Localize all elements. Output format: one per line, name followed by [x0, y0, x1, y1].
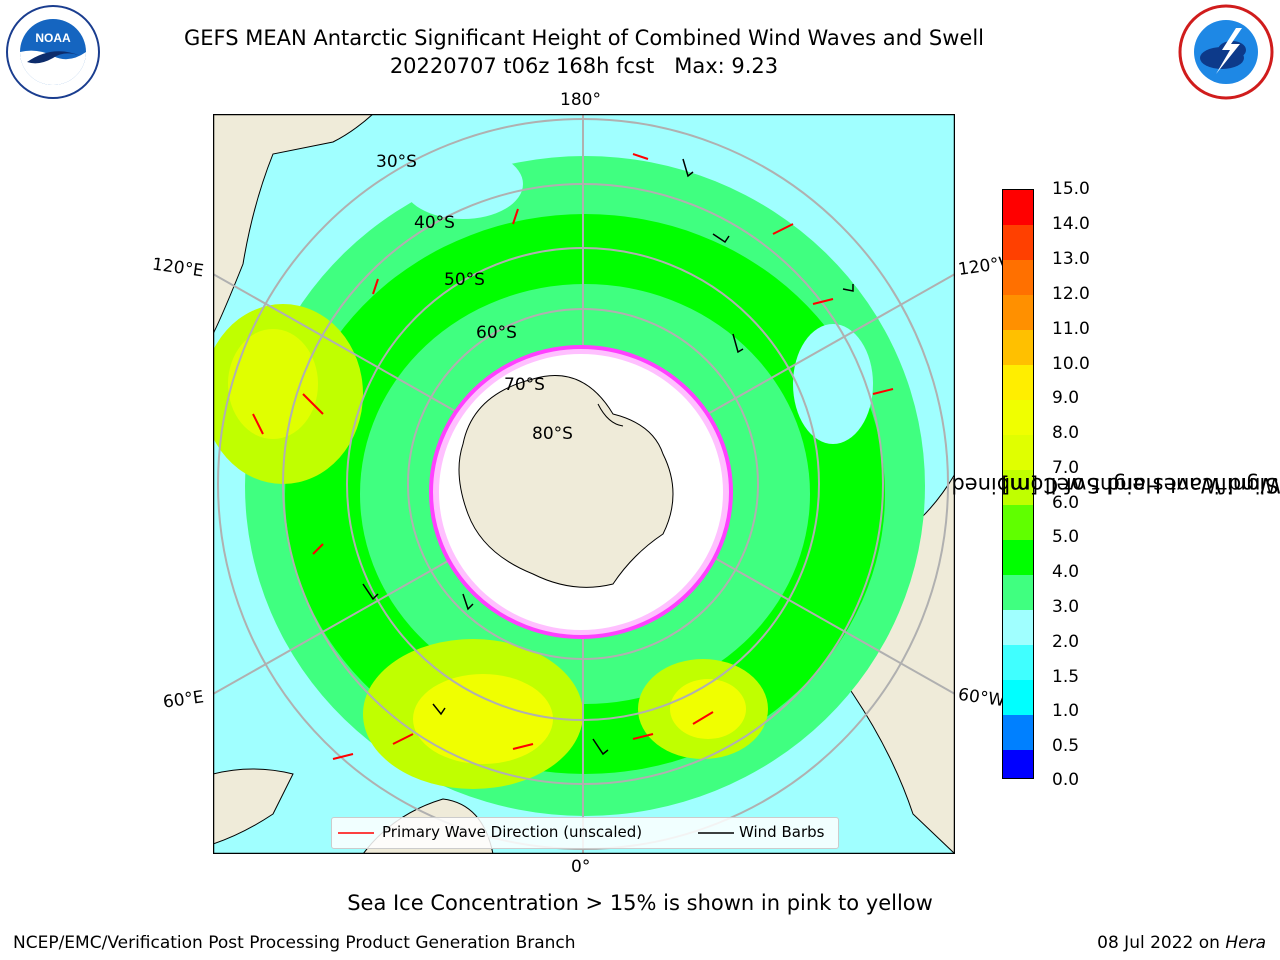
colorbar-tick: 4.0: [1052, 562, 1080, 582]
wind-barb-legend-icon: [698, 832, 734, 834]
wave-direction-arrows: [252, 153, 894, 760]
lat-label-70s: 70°S: [504, 375, 545, 395]
colorbar-tick: 3.0: [1052, 597, 1080, 617]
lat-label-80s: 80°S: [532, 424, 573, 444]
colorbar-tick: 13.0: [1052, 249, 1090, 269]
colorbar-tick: 6.0: [1052, 493, 1080, 513]
lat-label-30s: 30°S: [376, 152, 417, 172]
wave-direction-legend-icon: [338, 832, 374, 834]
footer-date-text: 08 Jul 2022 on: [1097, 933, 1226, 953]
lat-label-40s: 40°S: [414, 213, 455, 233]
sea-ice-note: Sea Ice Concentration > 15% is shown in …: [347, 891, 933, 915]
lat-label-50s: 50°S: [444, 270, 485, 290]
map-title: GEFS MEAN Antarctic Significant Height o…: [183, 26, 985, 50]
lon-label-120e: 120°E: [150, 254, 205, 282]
antarctica-land: [458, 375, 674, 588]
australia-land: [213, 114, 374, 335]
lon-label-0: 0°: [571, 857, 591, 877]
colorbar-tick: 9.0: [1052, 388, 1080, 408]
colorbar-tick: 11.0: [1052, 319, 1090, 339]
colorbar-tick: 10.0: [1052, 354, 1090, 374]
nws-logo: [1178, 4, 1274, 100]
footer-credit: NCEP/EMC/Verification Post Processing Pr…: [13, 933, 576, 953]
noaa-logo: NOAA: [6, 5, 100, 99]
wind-barbs: [362, 158, 854, 756]
legend-wave-direction-label: Primary Wave Direction (unscaled): [382, 823, 643, 841]
colorbar-tick: 1.5: [1052, 667, 1080, 687]
legend: Primary Wave Direction (unscaled) Wind B…: [331, 817, 839, 849]
colorbar-tick: 14.0: [1052, 214, 1090, 234]
colorbar-label-line2: Wind Waves and Swell [m]: [1001, 473, 1280, 497]
svg-text:NOAA: NOAA: [35, 31, 71, 45]
colorbar-tick: 8.0: [1052, 423, 1080, 443]
map-subtitle: 20220707 t06z 168h fcst Max: 9.23: [389, 54, 779, 78]
map-frame: [213, 114, 955, 854]
colorbar-tick: 7.0: [1052, 458, 1080, 478]
madagascar-land: [213, 768, 294, 845]
colorbar-tick: 0.0: [1052, 770, 1080, 790]
colorbar-tick: 0.5: [1052, 736, 1080, 756]
colorbar-tick: 2.0: [1052, 632, 1080, 652]
footer-date: 08 Jul 2022 on Hera: [1097, 933, 1266, 953]
colorbar: [1002, 189, 1034, 779]
colorbar-tick: 12.0: [1052, 284, 1090, 304]
footer-machine: Hera: [1225, 933, 1266, 953]
lon-label-180: 180°: [560, 90, 601, 110]
colorbar-tick: 1.0: [1052, 701, 1080, 721]
colorbar-tick: 15.0: [1052, 179, 1090, 199]
legend-wind-barbs-label: Wind Barbs: [739, 823, 825, 841]
lat-label-60s: 60°S: [476, 323, 517, 343]
colorbar-tick: 5.0: [1052, 527, 1080, 547]
polar-map: [213, 114, 955, 854]
lon-label-60w: 60°W: [956, 684, 1007, 712]
lon-label-60e: 60°E: [161, 687, 206, 713]
